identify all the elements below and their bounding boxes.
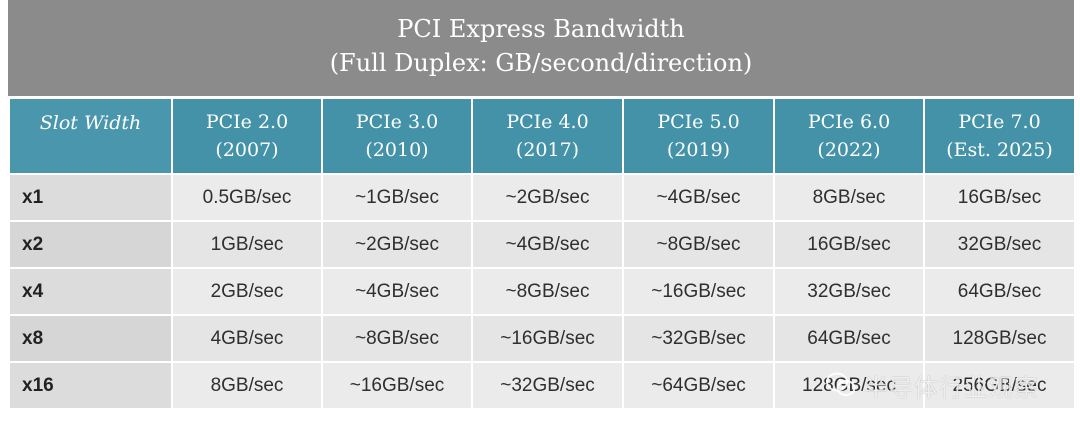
- bandwidth-table: Slot Width PCIe 2.0 (2007) PCIe 3.0 (201…: [8, 97, 1076, 410]
- column-header-year: (2007): [215, 139, 279, 161]
- bandwidth-cell: 128GB/sec: [923, 314, 1076, 363]
- title-bar: PCI Express Bandwidth (Full Duplex: GB/s…: [8, 0, 1074, 96]
- bandwidth-cell: 128GB/sec: [773, 361, 925, 410]
- bandwidth-cell: ~2GB/sec: [471, 173, 624, 222]
- column-header-pcie-2: PCIe 2.0 (2007): [171, 97, 323, 175]
- table-row: x8 4GB/sec ~8GB/sec ~16GB/sec ~32GB/sec …: [8, 314, 1076, 363]
- slot-width-cell: x16: [8, 361, 173, 410]
- bandwidth-cell: 16GB/sec: [773, 220, 925, 269]
- column-header-slot-width: Slot Width: [8, 97, 173, 175]
- bandwidth-cell: 8GB/sec: [171, 361, 323, 410]
- bandwidth-cell: 16GB/sec: [923, 173, 1076, 222]
- bandwidth-slide: PCI Express Bandwidth (Full Duplex: GB/s…: [8, 0, 1076, 420]
- column-header-pcie-5: PCIe 5.0 (2019): [622, 97, 775, 175]
- header-row: Slot Width PCIe 2.0 (2007) PCIe 3.0 (201…: [8, 97, 1076, 175]
- bandwidth-cell: 32GB/sec: [923, 220, 1076, 269]
- slot-width-cell: x2: [8, 220, 173, 269]
- table-row: x16 8GB/sec ~16GB/sec ~32GB/sec ~64GB/se…: [8, 361, 1076, 410]
- bandwidth-cell: ~2GB/sec: [321, 220, 473, 269]
- table-row: x4 2GB/sec ~4GB/sec ~8GB/sec ~16GB/sec 3…: [8, 267, 1076, 316]
- bandwidth-cell: ~4GB/sec: [471, 220, 624, 269]
- bandwidth-cell: ~32GB/sec: [471, 361, 624, 410]
- table-row: x2 1GB/sec ~2GB/sec ~4GB/sec ~8GB/sec 16…: [8, 220, 1076, 269]
- slot-width-cell: x1: [8, 173, 173, 222]
- column-header-label: PCIe 2.0: [205, 111, 289, 133]
- bandwidth-cell: ~8GB/sec: [471, 267, 624, 316]
- slot-width-cell: x8: [8, 314, 173, 363]
- column-header-year: (2019): [666, 139, 731, 161]
- bandwidth-cell: ~64GB/sec: [622, 361, 775, 410]
- bandwidth-cell: 0.5GB/sec: [171, 173, 323, 222]
- column-header-year: (2017): [515, 139, 580, 161]
- bandwidth-cell: ~4GB/sec: [321, 267, 473, 316]
- bandwidth-cell: ~4GB/sec: [622, 173, 775, 222]
- bandwidth-cell: ~8GB/sec: [321, 314, 473, 363]
- bandwidth-cell: ~16GB/sec: [321, 361, 473, 410]
- bandwidth-cell: 8GB/sec: [773, 173, 925, 222]
- bandwidth-cell: ~16GB/sec: [622, 267, 775, 316]
- bandwidth-cell: ~16GB/sec: [471, 314, 624, 363]
- bandwidth-cell: ~8GB/sec: [622, 220, 775, 269]
- column-header-pcie-3: PCIe 3.0 (2010): [321, 97, 473, 175]
- bandwidth-cell: 2GB/sec: [171, 267, 323, 316]
- bandwidth-cell: ~1GB/sec: [321, 173, 473, 222]
- table-row: x1 0.5GB/sec ~1GB/sec ~2GB/sec ~4GB/sec …: [8, 173, 1076, 222]
- page-title: PCI Express Bandwidth: [397, 15, 685, 43]
- bandwidth-cell: 32GB/sec: [773, 267, 925, 316]
- bandwidth-cell: 64GB/sec: [923, 267, 1076, 316]
- column-header-year: (2022): [817, 139, 881, 161]
- bandwidth-cell: 1GB/sec: [171, 220, 323, 269]
- bandwidth-cell: 256GB/sec: [923, 361, 1076, 410]
- bandwidth-cell: 4GB/sec: [171, 314, 323, 363]
- slot-width-cell: x4: [8, 267, 173, 316]
- column-header-year: (2010): [365, 139, 429, 161]
- column-header-year: (Est. 2025): [946, 139, 1053, 161]
- column-header-label: PCIe 4.0: [506, 111, 589, 133]
- column-header-pcie-7: PCIe 7.0 (Est. 2025): [923, 97, 1076, 175]
- column-header-label: PCIe 5.0: [657, 111, 740, 133]
- bandwidth-cell: ~32GB/sec: [622, 314, 775, 363]
- column-header-label: Slot Width: [39, 112, 142, 134]
- column-header-label: PCIe 7.0: [958, 111, 1041, 133]
- column-header-label: PCIe 6.0: [807, 111, 891, 133]
- page-subtitle: (Full Duplex: GB/second/direction): [329, 49, 753, 77]
- column-header-pcie-4: PCIe 4.0 (2017): [471, 97, 624, 175]
- column-header-pcie-6: PCIe 6.0 (2022): [773, 97, 925, 175]
- column-header-label: PCIe 3.0: [355, 111, 439, 133]
- bandwidth-cell: 64GB/sec: [773, 314, 925, 363]
